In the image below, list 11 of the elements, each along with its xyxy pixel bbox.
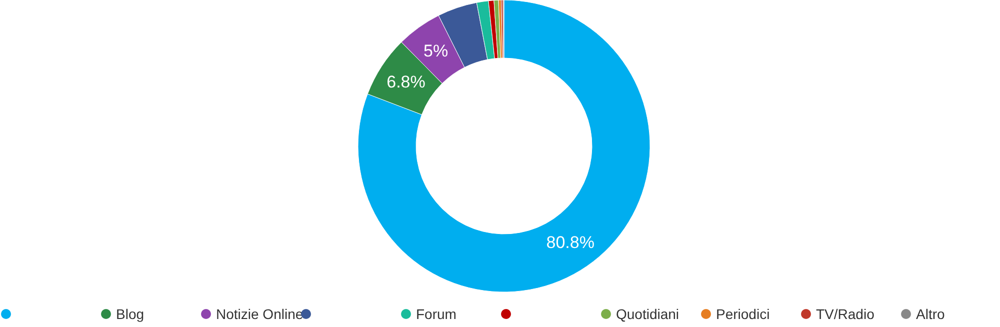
donut-slice <box>358 0 650 292</box>
legend-label: TV/Radio <box>816 306 875 322</box>
legend-label: Notizie Online <box>216 306 304 322</box>
legend-label: Altro <box>916 306 945 322</box>
legend-label: Blog <box>116 306 144 322</box>
legend-label: Quotidiani <box>616 306 680 322</box>
data-label: 80.8% <box>546 232 594 252</box>
legend-label: Forum <box>416 306 456 322</box>
data-label: 5% <box>424 41 448 60</box>
legend-label: Periodici <box>716 306 770 322</box>
data-label: 6.8% <box>386 72 426 92</box>
